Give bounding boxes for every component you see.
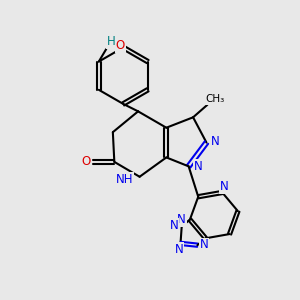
Text: N: N: [170, 218, 178, 232]
Text: N: N: [220, 180, 229, 193]
Text: N: N: [177, 213, 186, 226]
Text: N: N: [200, 238, 208, 251]
Text: O: O: [82, 155, 91, 168]
Text: N: N: [194, 160, 203, 173]
Text: N: N: [175, 243, 183, 256]
Text: N: N: [211, 135, 220, 148]
Text: CH₃: CH₃: [206, 94, 225, 104]
Text: NH: NH: [116, 172, 134, 186]
Text: H: H: [107, 35, 116, 48]
Text: O: O: [116, 39, 125, 52]
